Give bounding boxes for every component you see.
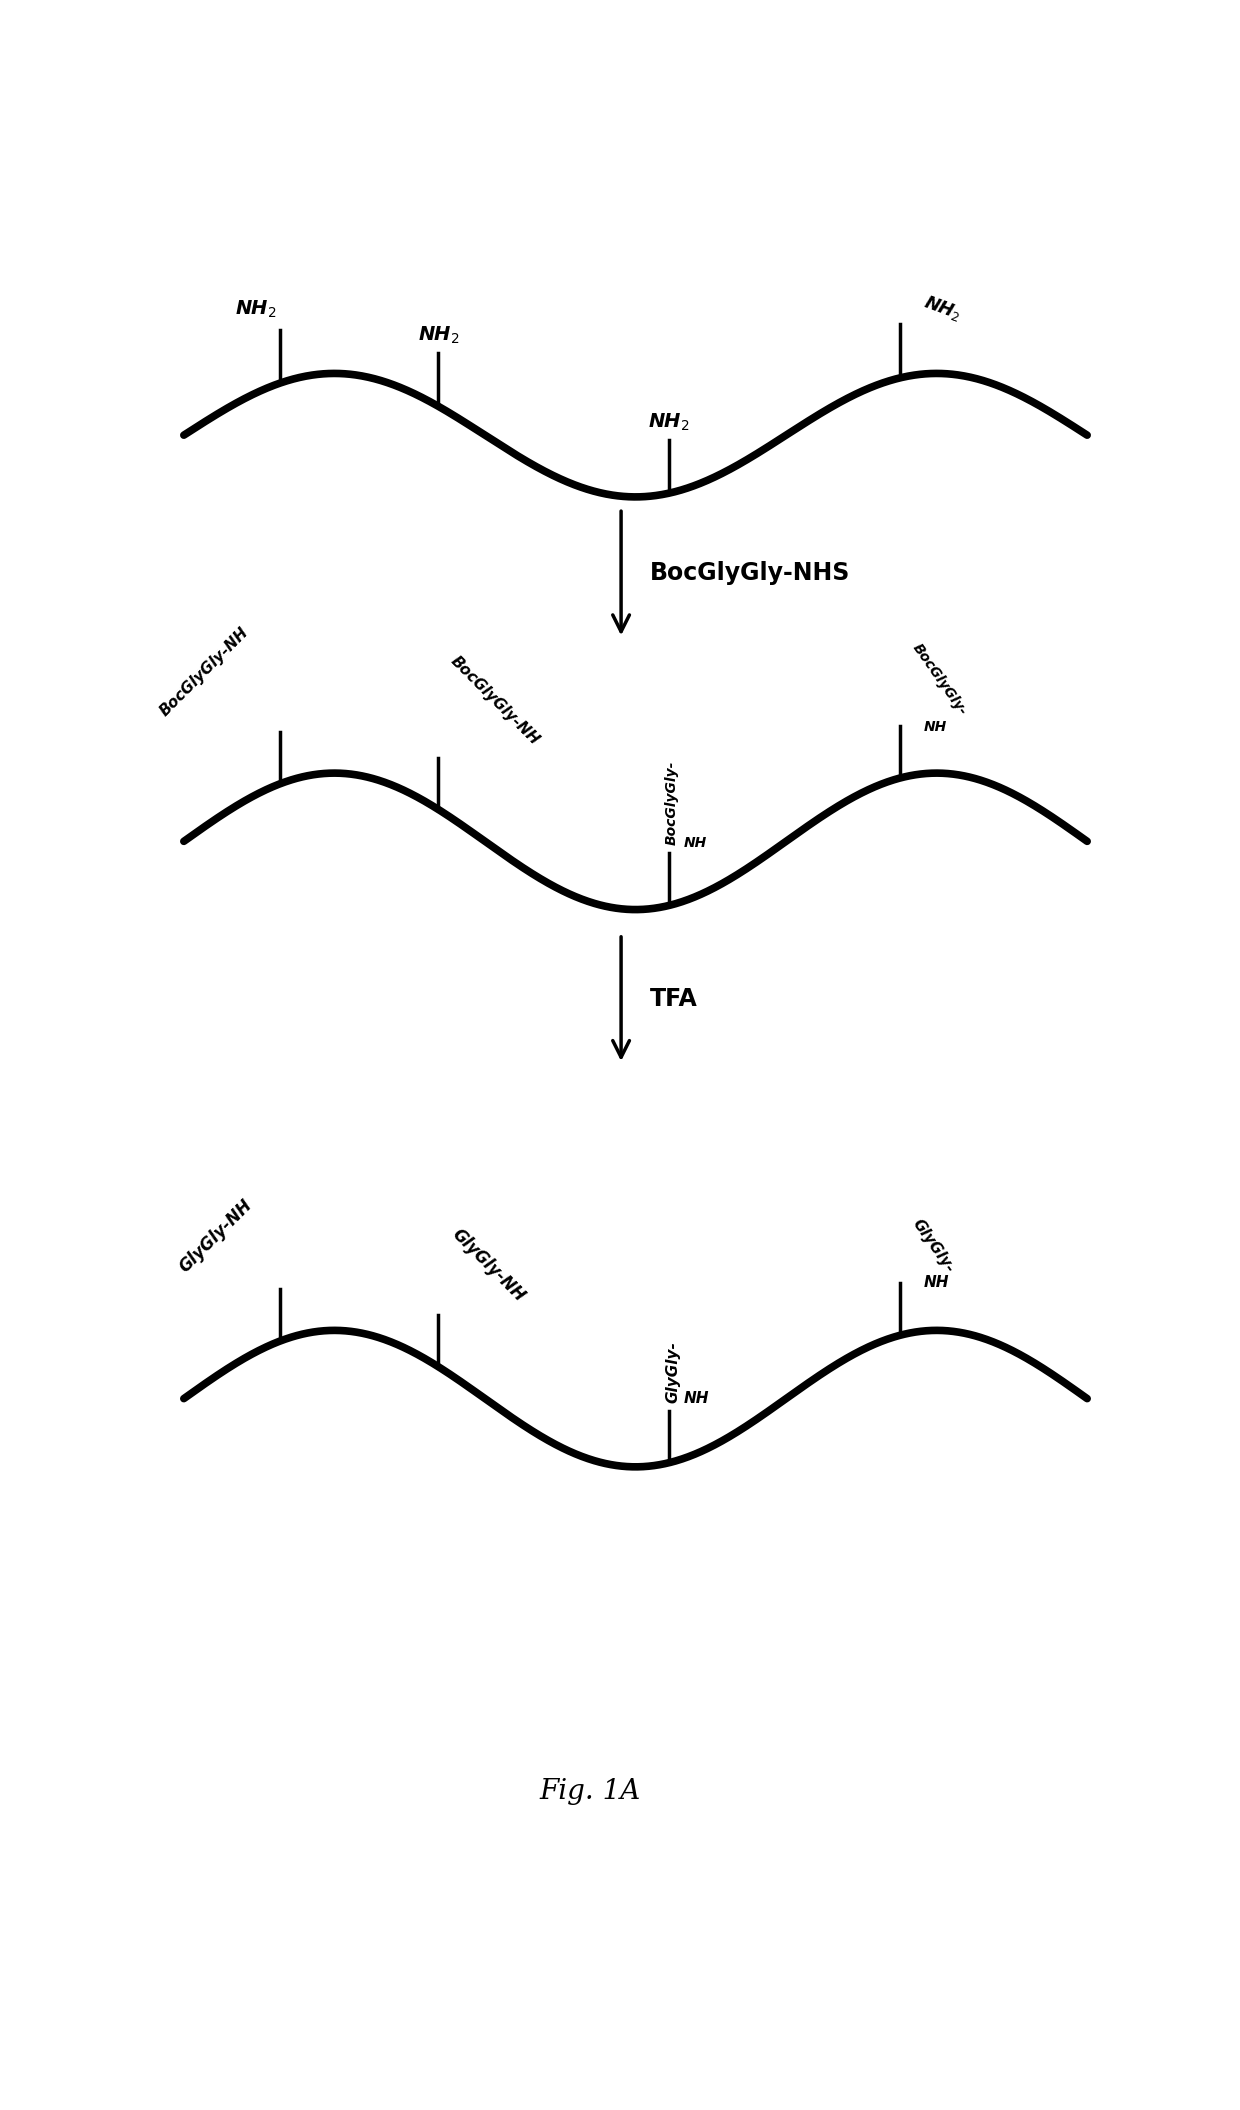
Text: NH$_2$: NH$_2$: [921, 293, 963, 325]
Text: TFA: TFA: [650, 987, 698, 1011]
Text: NH: NH: [683, 1390, 709, 1405]
Text: BocGlyGly-NH: BocGlyGly-NH: [156, 625, 250, 720]
Text: BocGlyGly-NHS: BocGlyGly-NHS: [650, 561, 851, 584]
Text: GlyGly-: GlyGly-: [666, 1340, 681, 1403]
Text: NH: NH: [924, 1274, 950, 1289]
Text: GlyGly-: GlyGly-: [909, 1215, 957, 1274]
Text: NH: NH: [924, 720, 947, 734]
Text: BocGlyGly-: BocGlyGly-: [665, 762, 678, 846]
Text: BocGlyGly-NH: BocGlyGly-NH: [448, 654, 543, 747]
Text: Fig. 1A: Fig. 1A: [539, 1779, 641, 1804]
Text: NH: NH: [683, 836, 707, 850]
Text: NH$_2$: NH$_2$: [649, 411, 689, 433]
Text: NH$_2$: NH$_2$: [418, 325, 459, 346]
Text: NH$_2$: NH$_2$: [236, 298, 277, 321]
Text: GlyGly-NH: GlyGly-NH: [176, 1196, 255, 1277]
Text: GlyGly-NH: GlyGly-NH: [448, 1226, 528, 1306]
Text: BocGlyGly-: BocGlyGly-: [909, 641, 970, 717]
